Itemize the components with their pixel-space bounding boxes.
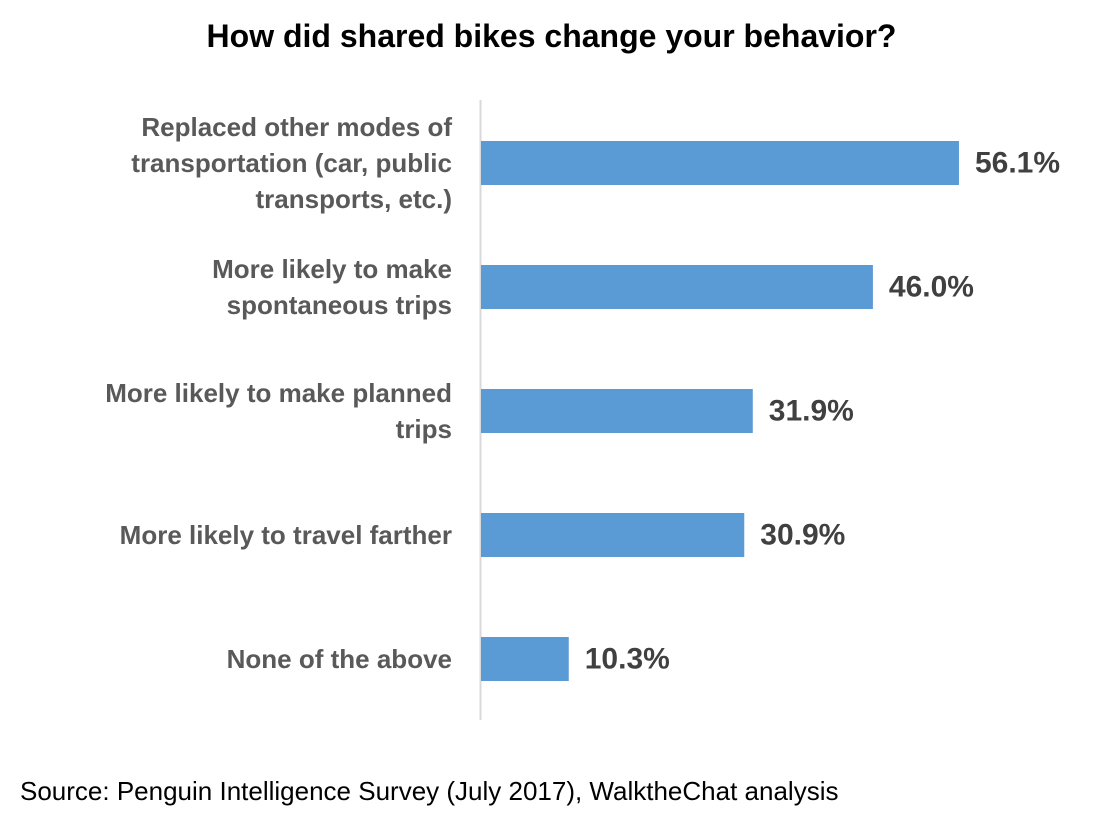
category-label-1-line-3: transports, etc.) (256, 184, 453, 214)
data-label-4: 30.9% (760, 519, 845, 552)
category-label-3-line-2: trips (396, 414, 452, 444)
category-label-1-line-1: Replaced other modes of (141, 112, 452, 142)
data-label-1: 56.1% (975, 147, 1060, 180)
bar-4 (481, 513, 745, 557)
source-note: Source: Penguin Intelligence Survey (Jul… (20, 776, 839, 806)
category-label-4-line-1: More likely to travel farther (120, 520, 452, 550)
category-label-1-line-2: transportation (car, public (131, 148, 452, 178)
bar-3 (481, 389, 753, 433)
data-label-3: 31.9% (769, 395, 854, 428)
category-label-2-line-2: spontaneous trips (227, 290, 452, 320)
bar-5 (481, 637, 569, 681)
data-label-5: 10.3% (585, 643, 670, 676)
category-label-3-line-1: More likely to make planned (105, 378, 452, 408)
category-label-2-line-1: More likely to make (212, 254, 452, 284)
category-label-5-line-1: None of the above (227, 644, 452, 674)
chart-title: How did shared bikes change your behavio… (206, 18, 897, 54)
bar-2 (481, 265, 873, 309)
data-label-2: 46.0% (889, 271, 974, 304)
bar-1 (481, 141, 959, 185)
